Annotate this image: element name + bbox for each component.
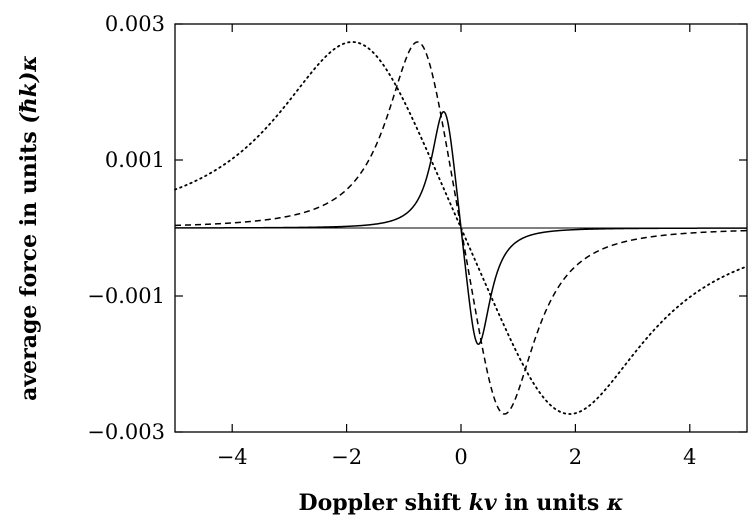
ticks — [175, 23, 747, 433]
x-tick-label: −4 — [217, 445, 248, 469]
x-axis-label-part-1: Doppler shift — [299, 490, 469, 516]
x-axis-label-part-4: κ — [606, 490, 624, 516]
x-axis-label-part-2: kv — [469, 490, 497, 516]
y-axis-label-part-2: (ħk)κ — [16, 55, 42, 124]
x-tick-label: 2 — [569, 445, 582, 469]
y-tick-label: 0.003 — [105, 12, 165, 36]
y-axis-label: average force in units (ħk)κ — [16, 55, 42, 401]
x-axis-label: Doppler shift kv in units κ — [299, 490, 624, 516]
series-line-dotted — [174, 41, 748, 415]
series-group — [174, 41, 748, 415]
y-tick-label: −0.001 — [87, 284, 165, 308]
y-axis-label-part-1: average force in units — [16, 124, 42, 401]
y-tick-label: −0.003 — [87, 420, 165, 444]
x-tick-label: −2 — [331, 445, 362, 469]
x-tick-label: 0 — [454, 445, 467, 469]
y-tick-label: 0.001 — [105, 148, 165, 172]
tick-labels: −4 −2 0 2 4 0.003 0.001 −0.001 −0.003 — [87, 12, 696, 469]
x-tick-label: 4 — [683, 445, 696, 469]
x-axis-label-part-3: in units — [497, 490, 607, 516]
series-line-dashed — [174, 41, 748, 415]
